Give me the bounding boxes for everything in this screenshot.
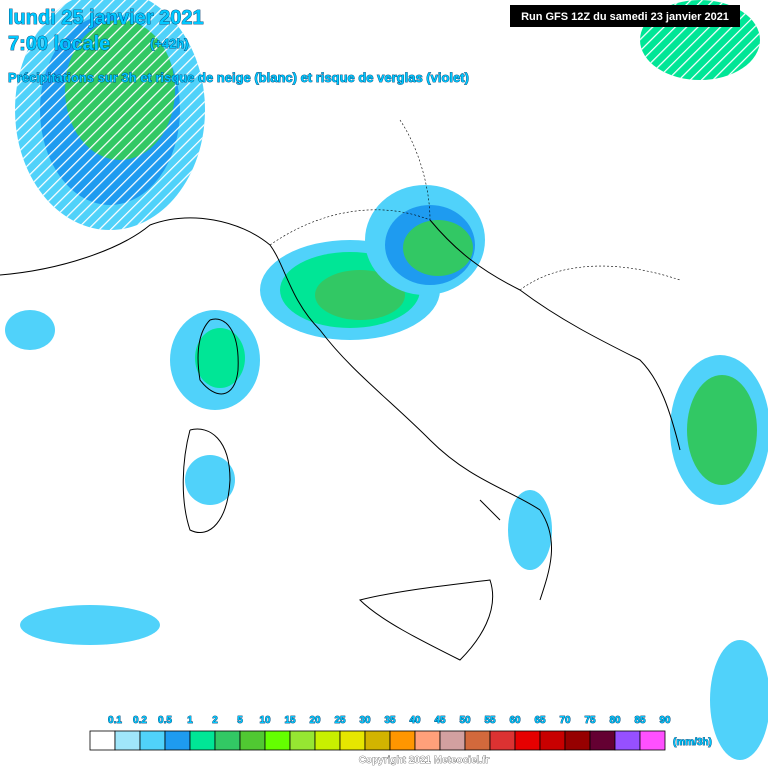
legend-swatch: [464, 730, 491, 751]
legend-swatch: [389, 730, 416, 751]
lead-time: (+42h): [150, 36, 189, 51]
legend-label: 1: [187, 715, 193, 726]
date: lundi 25 janvier 2021: [8, 7, 204, 29]
legend-label: 80: [609, 715, 621, 726]
legend-swatch: [564, 730, 591, 751]
time: 7:00 locale: [8, 33, 110, 55]
legend-swatch: [414, 730, 441, 751]
legend-label: 2: [212, 715, 218, 726]
legend-label: 55: [484, 715, 496, 726]
legend-swatch: [364, 730, 391, 751]
legend-label: 85: [634, 715, 646, 726]
legend-swatch: [514, 730, 541, 751]
legend-label: 70: [559, 715, 571, 726]
legend-swatch: [439, 730, 466, 751]
coastlines: [0, 119, 681, 661]
legend-label: 5: [237, 715, 243, 726]
legend-label: 30: [359, 715, 371, 726]
legend-label: 90: [659, 715, 671, 726]
legend-label: 45: [434, 715, 446, 726]
legend-label: 0.5: [158, 715, 172, 726]
legend-swatch: [539, 730, 566, 751]
legend-label: 10: [259, 715, 271, 726]
legend-swatch: [114, 730, 141, 751]
copyright: Copyright 2021 Meteociel.fr: [359, 755, 490, 766]
legend-swatch: [89, 730, 116, 751]
legend-swatch: [239, 730, 266, 751]
legend-swatch: [139, 730, 166, 751]
precipitation: [5, 0, 768, 760]
run-box: [510, 5, 740, 27]
subtitle: Précipitations sur 3h et risque de neige…: [8, 70, 469, 85]
legend-label: 50: [459, 715, 471, 726]
legend-swatch: [264, 730, 291, 751]
legend-label: 20: [309, 715, 321, 726]
legend-swatch: [589, 730, 616, 751]
legend: 0.1 0.2 0.5 1 2 5 10 15 20 25 30 35 40 45 50 55 60 65 70 75…: [89, 715, 671, 751]
legend-swatch: [489, 730, 516, 751]
run-info: Run GFS 12Z du samedi 23 janvier 2021: [521, 11, 729, 23]
legend-label: 0.2: [133, 715, 147, 726]
legend-swatch: [339, 730, 366, 751]
legend-swatch: [214, 730, 241, 751]
legend-unit: (mm/3h): [673, 737, 712, 748]
legend-label: 35: [384, 715, 396, 726]
legend-label: 25: [334, 715, 346, 726]
legend-label: 65: [534, 715, 546, 726]
legend-label: 60: [509, 715, 521, 726]
legend-label: 0.1: [108, 715, 122, 726]
legend-label: 15: [284, 715, 296, 726]
legend-swatch: [189, 730, 216, 751]
legend-label: 75: [584, 715, 596, 726]
legend-swatch: [164, 730, 191, 751]
legend-label: 40: [409, 715, 421, 726]
legend-swatch: [614, 730, 641, 751]
legend-swatch: [289, 730, 316, 751]
legend-swatch: [639, 730, 666, 751]
legend-swatch: [314, 730, 341, 751]
